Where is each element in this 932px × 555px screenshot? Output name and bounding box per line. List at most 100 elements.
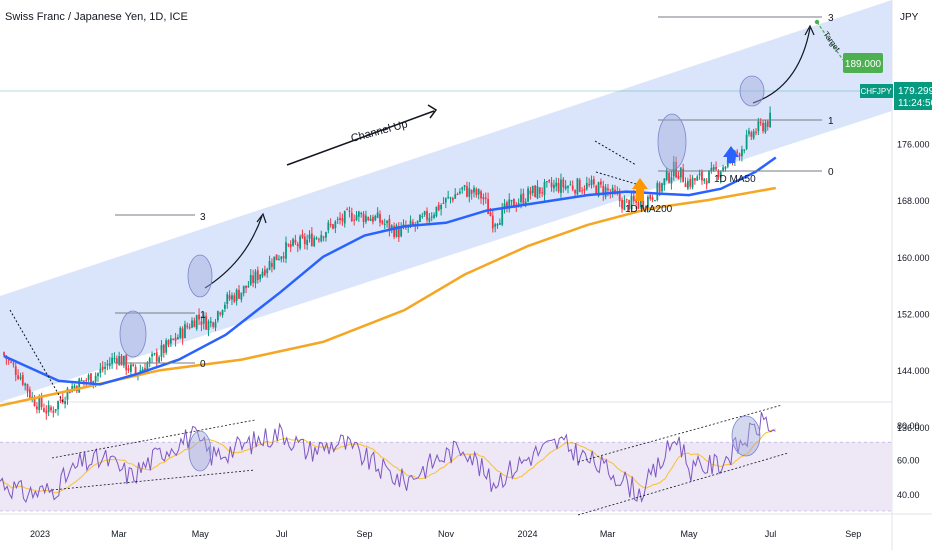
candle-body (362, 213, 365, 222)
channel-arrow-head (427, 104, 438, 119)
candle-body (259, 274, 262, 280)
candle-body (416, 220, 419, 224)
candle-body (21, 374, 24, 385)
candle-body (26, 384, 29, 392)
candle-body (698, 173, 701, 176)
candle-body (456, 194, 459, 196)
candle-body (115, 358, 118, 364)
rsi-trendline (577, 452, 789, 516)
candle-body (663, 178, 666, 186)
candle-body (520, 194, 522, 203)
candle-body (162, 344, 165, 354)
candle-body (463, 185, 466, 187)
candle-body (534, 185, 537, 198)
candle-body (313, 237, 316, 247)
time-tick: Nov (438, 529, 455, 539)
rsi-highlight (731, 415, 761, 457)
candle-body (724, 166, 727, 169)
candle-body (266, 269, 269, 274)
candle-body (104, 366, 106, 369)
candle-body (268, 261, 271, 270)
candle-body (294, 239, 297, 243)
candle-body (489, 212, 492, 216)
candle-body (397, 226, 400, 238)
candle-body (656, 183, 659, 201)
candle-body (691, 177, 694, 188)
candle-body (50, 407, 52, 411)
candle-body (315, 237, 318, 239)
candle-body (689, 179, 692, 187)
candle-body (214, 322, 217, 328)
fib-right-3: 3 (828, 13, 834, 24)
candle-body (433, 214, 435, 218)
candle-body (64, 401, 67, 404)
candle-body (80, 380, 83, 382)
candle-body (90, 373, 92, 384)
candle-body (36, 406, 38, 410)
candle-body (442, 202, 445, 204)
rsi-trendline (577, 404, 783, 463)
candle-body (766, 121, 769, 127)
last-price-tag: CHFJPY 179.299 11:24:50 (860, 82, 932, 110)
candle-body (38, 397, 41, 411)
candle-body (233, 295, 236, 302)
candle-body (379, 214, 381, 223)
candle-body (755, 131, 757, 134)
candle-body (285, 242, 287, 259)
candle-body (106, 363, 109, 365)
price-tick: 176.000 (897, 139, 930, 149)
candle-body (231, 295, 233, 300)
candle-body (430, 216, 433, 218)
candle-body (621, 199, 623, 209)
candle-body (480, 191, 482, 199)
candle-body (158, 357, 161, 363)
candle-body (543, 182, 546, 196)
price-tick: 160.000 (897, 253, 930, 263)
candle-body (17, 375, 20, 379)
candle-body (750, 132, 753, 137)
candle-body (395, 225, 398, 237)
candle-body (461, 187, 464, 190)
candle-body (614, 189, 616, 193)
candle-body (635, 199, 638, 203)
dashed-trendline (595, 171, 637, 185)
rsi-ma-line (0, 428, 776, 494)
candle-body (421, 215, 424, 217)
candle-body (473, 187, 475, 193)
moving-averages (0, 156, 777, 407)
candle-body (245, 285, 247, 289)
candle-body (524, 201, 527, 204)
candle-body (668, 172, 670, 183)
candle-body (40, 395, 43, 408)
candle-body (155, 352, 158, 362)
candle-body (186, 325, 189, 328)
rsi-line (0, 411, 776, 504)
candle-body (355, 215, 358, 221)
curved-arrow-left-head (256, 212, 267, 224)
candle-body (87, 375, 90, 380)
candle-body (221, 310, 224, 316)
candle-body (3, 352, 5, 356)
candle-body (590, 180, 593, 185)
curved-arrow-left (204, 215, 263, 289)
target-price-text: 189.000 (845, 59, 882, 70)
candle-body (571, 185, 574, 190)
candle-body (409, 220, 412, 226)
rsi-tick: 40.00 (897, 490, 920, 500)
price-axis: 184.000176.000168.000160.000152.000144.0… (30, 83, 930, 539)
time-tick: May (192, 529, 210, 539)
candle-body (318, 239, 320, 241)
candle-body (491, 215, 494, 229)
candle-body (503, 203, 506, 208)
candle-body (555, 182, 558, 187)
rsi-trendline (51, 469, 256, 491)
candle-body (334, 221, 337, 229)
candle-body (736, 151, 739, 153)
candle-body (200, 321, 203, 325)
candle-body (748, 130, 750, 135)
candle-body (513, 198, 515, 208)
candle-body (282, 256, 285, 259)
candle-body (348, 210, 351, 212)
price-tick: 168.000 (897, 196, 930, 206)
